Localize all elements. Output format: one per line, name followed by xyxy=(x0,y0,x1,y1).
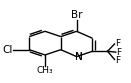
Text: F: F xyxy=(115,56,120,65)
Text: F: F xyxy=(116,48,122,57)
Text: Cl: Cl xyxy=(2,45,13,55)
Text: N: N xyxy=(75,52,82,62)
Text: F: F xyxy=(115,39,120,48)
Text: CH₃: CH₃ xyxy=(37,66,53,75)
Text: N: N xyxy=(75,52,82,62)
Text: Br: Br xyxy=(71,10,82,20)
